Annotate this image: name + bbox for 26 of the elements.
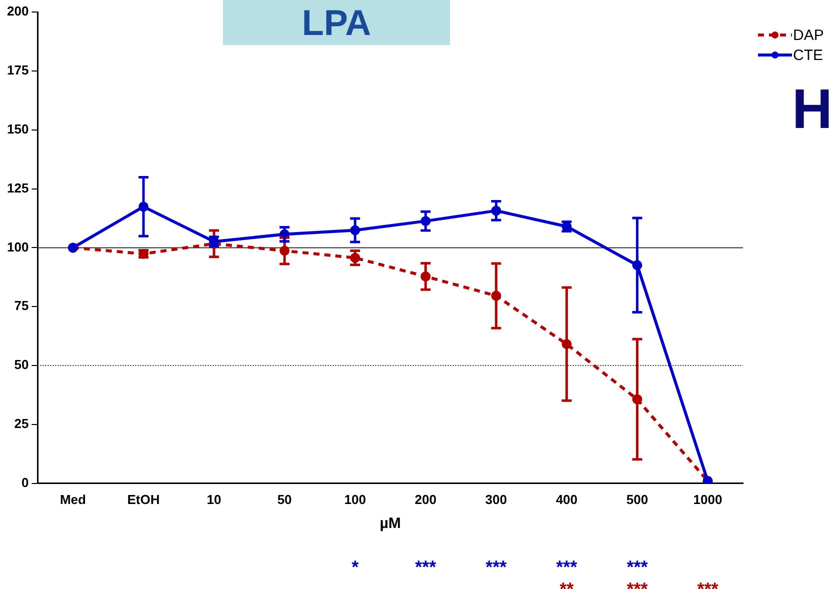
legend-label: CTE [793,46,823,64]
y-tick-label: 25 [14,416,29,432]
y-tick-label: 100 [6,239,29,254]
x-tick-label: EtOH [127,492,160,507]
y-tick-label: 150 [6,121,29,136]
x-tick-label: Med [60,492,86,507]
y-tick-label: 75 [14,298,29,314]
x-tick-label: 100 [344,492,366,507]
x-tick-label: 10 [206,492,222,507]
x-axis-title: µM [380,515,401,532]
y-tick-label: 125 [6,180,29,196]
y-tick-label: 200 [6,4,29,19]
x-tick-label: 200 [414,492,436,507]
x-tick-label: 1000 [693,492,722,507]
text: ** *** *** [560,578,718,589]
y-tick-label: 0 [21,474,29,490]
y-tick-label: 175 [6,62,29,78]
label-box: LPA [223,0,450,45]
x-tick-label: 400 [556,492,578,507]
y-tick-label: 50 [14,357,29,372]
text: * *** *** *** *** [352,556,648,577]
x-tick-label: 300 [485,492,507,507]
x-tick-label: 500 [626,492,648,507]
x-tick-label: 50 [277,492,292,507]
legend-label: DAP [793,26,824,44]
text: H [792,76,832,141]
